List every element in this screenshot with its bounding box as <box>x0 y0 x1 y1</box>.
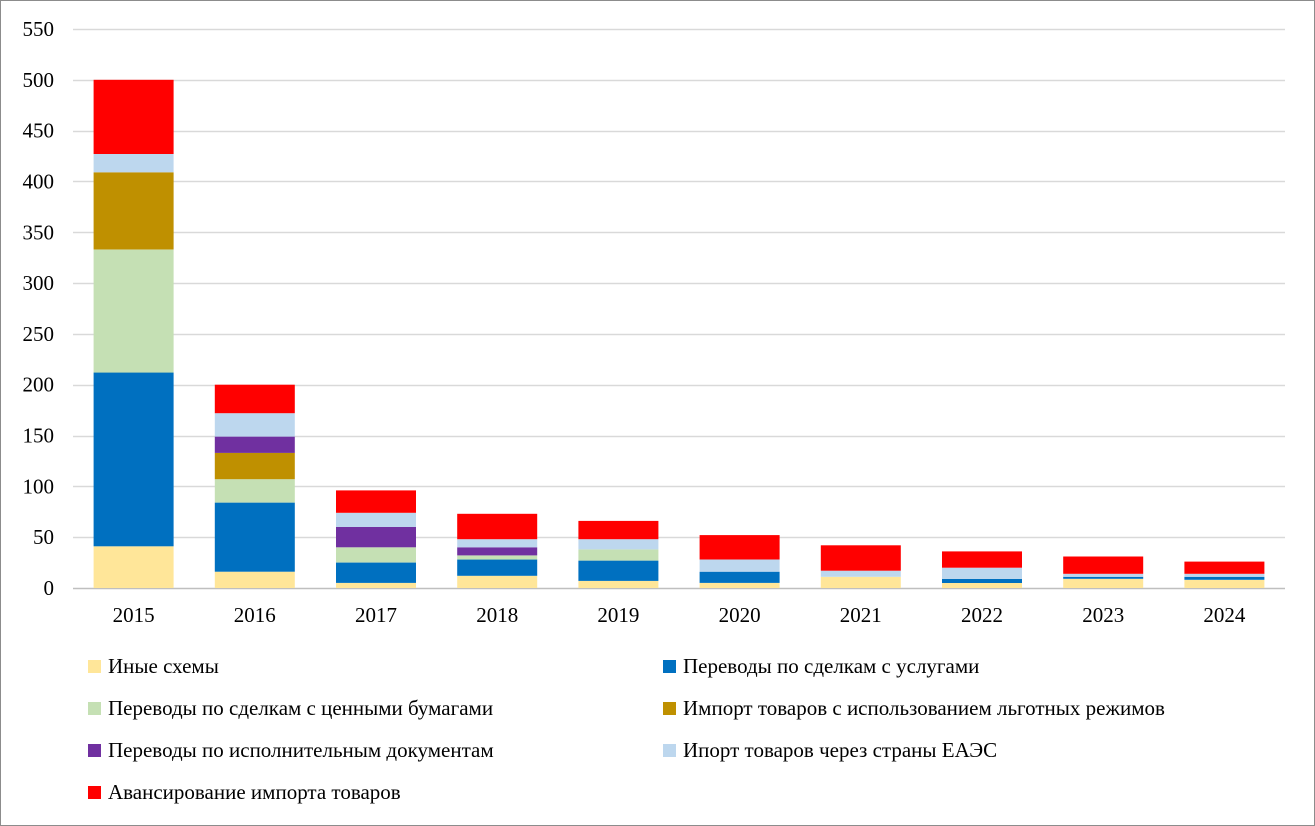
bar-segment <box>942 567 1022 579</box>
bar-segment <box>214 452 295 480</box>
x-tick-label: 2023 <box>1082 603 1124 627</box>
bar-segment <box>942 582 1022 588</box>
bar-segment <box>214 571 295 588</box>
y-tick-label: 350 <box>23 220 55 244</box>
x-tick-label: 2024 <box>1203 603 1246 627</box>
y-axis-tick-labels: 0 50 100 150 200 250 300 350 400 450 500 550 <box>23 17 55 600</box>
y-tick-label: 0 <box>44 576 55 600</box>
x-tick-label: 2017 <box>355 603 397 627</box>
y-tick-label: 200 <box>23 373 55 397</box>
bar-segment <box>336 547 416 563</box>
bar-segment <box>699 582 780 588</box>
y-tick-label: 50 <box>33 525 54 549</box>
bar-segment <box>578 539 659 550</box>
bar-segment <box>942 578 1022 583</box>
bar-segment <box>214 479 295 503</box>
bar-segment <box>214 502 295 572</box>
bar-segment <box>1184 576 1265 580</box>
x-tick-label: 2018 <box>476 603 518 627</box>
bar-segment <box>457 547 538 556</box>
bar-segment <box>1184 579 1265 588</box>
bar-segment <box>93 372 174 547</box>
bar-segment <box>336 562 416 583</box>
bar-segment <box>1063 573 1144 577</box>
bar-segment <box>699 571 780 583</box>
bar-segment <box>699 559 780 572</box>
y-tick-label: 400 <box>23 169 55 193</box>
bar-segment <box>578 580 659 588</box>
bar-segment <box>578 549 659 561</box>
bar-segment <box>336 527 416 548</box>
bar-segment <box>820 545 901 571</box>
bar-segment <box>93 172 174 250</box>
bar-segment <box>336 490 416 513</box>
bar-segment <box>457 539 538 548</box>
x-tick-label: 2015 <box>113 603 155 627</box>
bar-segment <box>578 520 659 540</box>
x-tick-label: 2021 <box>840 603 882 627</box>
bar-segment <box>93 154 174 173</box>
bar-segment <box>1063 556 1144 574</box>
bar-segment <box>457 575 538 588</box>
bar-segment <box>1184 573 1265 577</box>
bar-segment <box>214 384 295 414</box>
bar-segment <box>942 551 1022 568</box>
bars <box>93 79 1265 588</box>
x-tick-label: 2022 <box>961 603 1003 627</box>
bar-segment <box>1063 576 1144 579</box>
bar-segment <box>1063 578 1144 588</box>
bar-segment <box>336 512 416 527</box>
bar-segment <box>457 559 538 576</box>
y-tick-label: 250 <box>23 322 55 346</box>
x-tick-label: 2019 <box>597 603 639 627</box>
y-tick-label: 300 <box>23 271 55 295</box>
bar-segment <box>336 582 416 588</box>
bar-segment <box>214 436 295 453</box>
bar-segment <box>93 249 174 373</box>
bar-segment <box>457 555 538 560</box>
bar-segment <box>93 79 174 154</box>
bar-segment <box>457 513 538 540</box>
bar-segment <box>699 535 780 560</box>
bar-segment <box>93 546 174 588</box>
x-tick-label: 2016 <box>234 603 276 627</box>
y-tick-label: 150 <box>23 424 55 448</box>
bar-segment <box>578 560 659 581</box>
y-tick-label: 100 <box>23 474 55 498</box>
y-tick-label: 450 <box>23 119 55 143</box>
y-tick-label: 500 <box>23 68 55 92</box>
bar-segment <box>820 576 901 588</box>
bar-segment <box>1184 561 1265 574</box>
x-axis-tick-labels: 2015 2016 2017 2018 2019 2020 2021 2022 2023 2024 <box>113 603 1246 627</box>
bar-segment <box>214 413 295 437</box>
y-tick-label: 550 <box>23 17 55 41</box>
bar-segment <box>820 570 901 577</box>
x-tick-label: 2020 <box>719 603 761 627</box>
